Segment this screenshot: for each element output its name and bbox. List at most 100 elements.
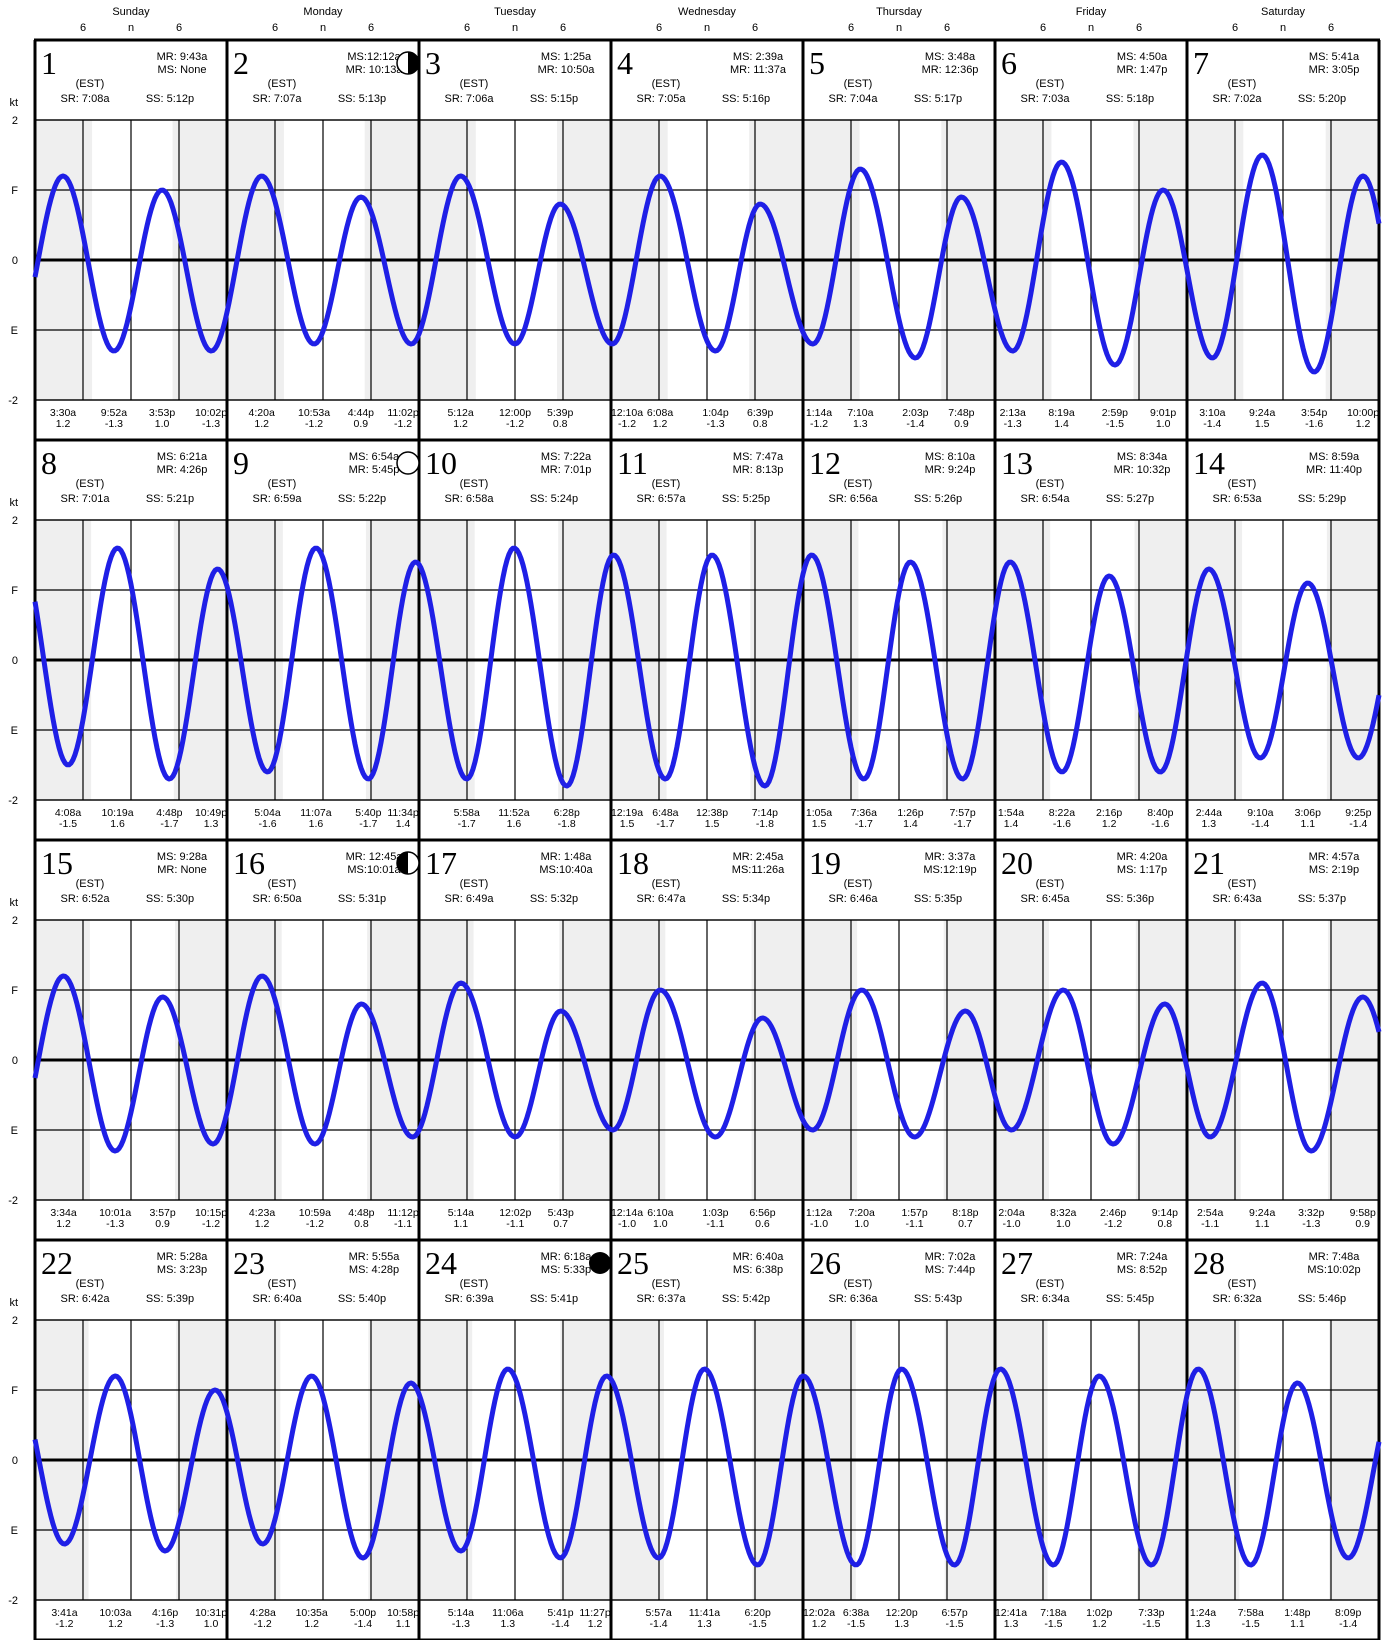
moon-phase-icon [396, 851, 420, 875]
max-current-value: -1.3 [706, 418, 724, 430]
day-number: 18 [617, 845, 649, 881]
day-name-tuesday: Tuesday [494, 6, 536, 18]
sunrise-time: SR: 6:52a [61, 893, 111, 905]
day-number: 3 [425, 45, 441, 81]
sunset-time: SS: 5:18p [1106, 93, 1154, 105]
max-current-value: -1.6 [258, 818, 276, 830]
max-current-time: 9:52a [101, 407, 127, 419]
day-number: 8 [41, 445, 57, 481]
sunrise-time: SR: 6:46a [829, 893, 879, 905]
timezone-label: (EST) [652, 478, 681, 490]
day-number: 11 [617, 445, 648, 481]
sunset-time: SS: 5:12p [146, 93, 194, 105]
moon-event: MR: 6:18a [541, 1251, 593, 1263]
moon-event: MS: 2:39a [733, 51, 784, 63]
y-tick-label: 0 [12, 1455, 18, 1467]
max-current-value: 1.2 [56, 418, 71, 430]
max-current-time: 1:57p [901, 1207, 927, 1219]
hour-tick-label: 6 [1328, 22, 1334, 34]
max-current-value: 1.5 [705, 818, 720, 830]
max-current-time: 6:10a [647, 1207, 673, 1219]
day-number: 20 [1001, 845, 1033, 881]
max-current-value: -1.3 [1004, 418, 1022, 430]
moon-event: MS: 6:54a [349, 451, 400, 463]
max-current-time: 8:22a [1049, 807, 1075, 819]
day-name-monday: Monday [303, 6, 343, 18]
max-current-value: -1.5 [1106, 418, 1124, 430]
moon-event: MS:12:12a [347, 51, 401, 63]
moon-event: MR: 4:26p [157, 464, 208, 476]
max-current-time: 9:24a [1249, 407, 1275, 419]
timezone-label: (EST) [460, 1278, 489, 1290]
moon-event: MR: 1:48a [541, 851, 593, 863]
max-current-time: 12:41a [995, 1607, 1027, 1619]
hour-tick-label: 6 [272, 22, 278, 34]
max-current-time: 4:20a [249, 407, 275, 419]
timezone-label: (EST) [460, 478, 489, 490]
units-label: kt [9, 497, 18, 509]
sunset-time: SS: 5:13p [338, 93, 386, 105]
timezone-label: (EST) [1036, 478, 1065, 490]
max-current-time: 6:56p [749, 1207, 775, 1219]
max-current-time: 9:24a [1249, 1207, 1275, 1219]
max-current-value: -1.2 [254, 1618, 272, 1630]
sunrise-time: SR: 6:47a [637, 893, 687, 905]
max-current-time: 1:12a [806, 1207, 832, 1219]
sunrise-time: SR: 6:39a [445, 1293, 495, 1305]
sunrise-time: SR: 6:36a [829, 1293, 879, 1305]
max-current-value: 1.5 [1255, 418, 1270, 430]
timezone-label: (EST) [844, 78, 873, 90]
max-current-time: 6:48a [652, 807, 678, 819]
timezone-label: (EST) [268, 78, 297, 90]
max-current-time: 10:15p [195, 1207, 227, 1219]
moon-event: MS: 4:28p [349, 1264, 399, 1276]
max-current-time: 12:02p [499, 1207, 531, 1219]
moon-event: MR: 2:45a [733, 851, 785, 863]
y-tick-label: -2 [8, 395, 18, 407]
max-current-time: 3:41a [51, 1607, 77, 1619]
sunrise-time: SR: 7:02a [1213, 93, 1263, 105]
day-number: 17 [425, 845, 457, 881]
max-current-value: -1.4 [354, 1618, 372, 1630]
max-current-time: 7:20a [849, 1207, 875, 1219]
current-curve-week-3 [32, 973, 1382, 1154]
moon-event: MS: 8:52p [1117, 1264, 1167, 1276]
max-current-time: 11:02p [387, 407, 418, 419]
moon-event: MR: 9:43a [157, 51, 209, 63]
timezone-label: (EST) [460, 78, 489, 90]
y-tick-label: 2 [12, 115, 18, 127]
max-current-time: 6:38a [843, 1607, 869, 1619]
max-current-value: -1.3 [202, 418, 220, 430]
max-current-time: 6:20p [745, 1607, 771, 1619]
hour-tick-label: 6 [368, 22, 374, 34]
max-current-time: 5:04a [254, 807, 280, 819]
y-tick-label: 2 [12, 915, 18, 927]
grid-lines [33, 38, 1381, 1640]
max-current-time: 5:14a [448, 1207, 474, 1219]
max-current-time: 10:31p [195, 1607, 227, 1619]
moon-phase-icon [396, 451, 420, 475]
max-current-time: 12:02a [803, 1607, 835, 1619]
max-current-time: 11:52a [498, 807, 529, 819]
max-current-time: 3:57p [149, 1207, 175, 1219]
hour-tick-label: n [320, 22, 326, 34]
max-current-time: 10:00p [1347, 407, 1379, 419]
moon-event: MS: None [158, 64, 207, 76]
max-current-time: 1:26p [897, 807, 923, 819]
max-current-time: 8:19a [1048, 407, 1074, 419]
hour-tick-label: 6 [656, 22, 662, 34]
max-current-value: -1.5 [1044, 1618, 1062, 1630]
max-current-value: -1.2 [618, 418, 636, 430]
max-current-value: 1.2 [453, 418, 468, 430]
max-current-value: -1.4 [1203, 418, 1221, 430]
max-current-value: 0.9 [354, 418, 369, 430]
day-number: 22 [41, 1245, 73, 1281]
hour-tick-label: 6 [176, 22, 182, 34]
max-current-value: -1.3 [1302, 1218, 1320, 1230]
max-current-value: -1.2 [506, 418, 524, 430]
max-current-value: 1.2 [1356, 418, 1371, 430]
moon-event: MS: 7:44p [925, 1264, 975, 1276]
timezone-label: (EST) [652, 78, 681, 90]
max-current-value: 1.2 [304, 1618, 319, 1630]
sunrise-time: SR: 6:42a [61, 1293, 111, 1305]
